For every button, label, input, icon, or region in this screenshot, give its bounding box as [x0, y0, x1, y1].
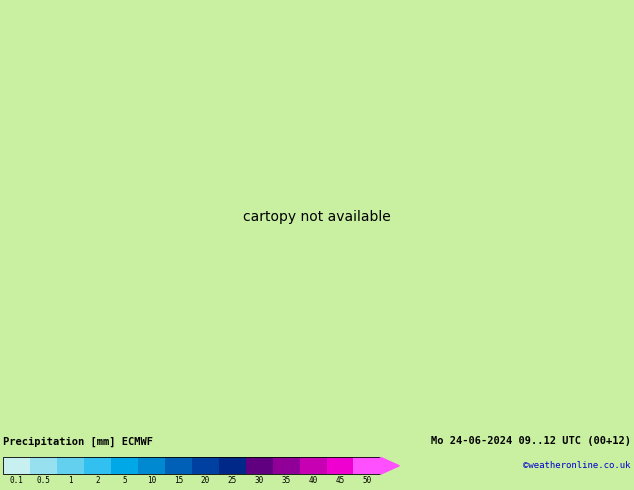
Polygon shape	[380, 457, 399, 474]
Text: 25: 25	[228, 476, 237, 486]
Bar	[84, 457, 111, 474]
Bar	[219, 457, 245, 474]
Text: 0.1: 0.1	[10, 476, 23, 486]
Text: 0.5: 0.5	[37, 476, 51, 486]
Text: 40: 40	[308, 476, 318, 486]
Bar	[354, 457, 380, 474]
Text: Mo 24-06-2024 09..12 UTC (00+12): Mo 24-06-2024 09..12 UTC (00+12)	[431, 437, 631, 446]
Bar	[3, 457, 30, 474]
Text: 35: 35	[281, 476, 291, 486]
Text: 30: 30	[254, 476, 264, 486]
Text: 20: 20	[200, 476, 210, 486]
Text: 2: 2	[95, 476, 100, 486]
Bar	[57, 457, 84, 474]
Text: 1: 1	[68, 476, 73, 486]
Text: cartopy not available: cartopy not available	[243, 210, 391, 224]
Bar	[111, 457, 138, 474]
Text: ©weatheronline.co.uk: ©weatheronline.co.uk	[523, 461, 631, 470]
Text: 50: 50	[362, 476, 372, 486]
Text: 45: 45	[335, 476, 345, 486]
Bar	[138, 457, 165, 474]
Bar	[299, 457, 327, 474]
Bar	[165, 457, 191, 474]
Bar	[3, 457, 380, 474]
Bar	[327, 457, 354, 474]
Bar	[245, 457, 273, 474]
Bar	[273, 457, 299, 474]
Text: 5: 5	[122, 476, 127, 486]
Text: 10: 10	[146, 476, 156, 486]
Text: Precipitation [mm] ECMWF: Precipitation [mm] ECMWF	[3, 437, 153, 447]
Text: 15: 15	[174, 476, 183, 486]
Bar	[191, 457, 219, 474]
Bar	[30, 457, 57, 474]
